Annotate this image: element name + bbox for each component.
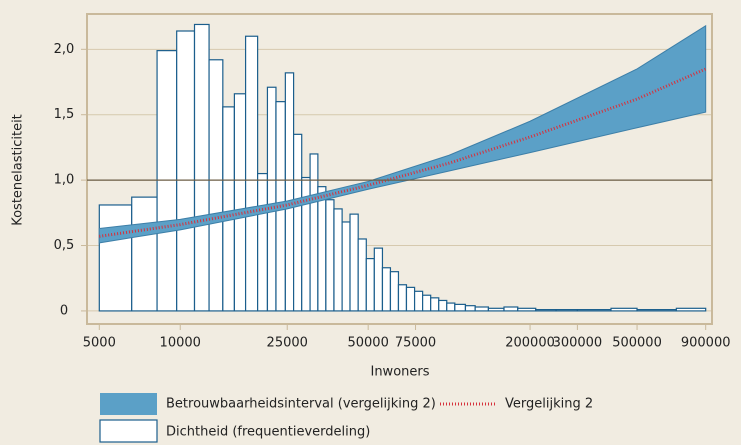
histogram-bar (156, 50, 178, 312)
histogram-bar (430, 297, 440, 312)
histogram-bar (464, 305, 476, 312)
histogram-bar (576, 309, 612, 312)
histogram-bar (636, 309, 677, 312)
legend-label: Betrouwbaarheidsinterval (vergelijking 2… (166, 397, 436, 412)
fit-line (99, 67, 707, 238)
histogram-bar (474, 306, 490, 312)
histogram-bar (222, 106, 235, 312)
histogram-bar (266, 86, 277, 312)
x-axis-title: Inwoners (370, 365, 429, 380)
histogram-bar (309, 153, 319, 312)
y-axis-title: Kostenelasticiteit (11, 114, 26, 226)
histogram-bar (405, 286, 416, 312)
histogram-bar (349, 213, 359, 312)
histogram-bar (176, 30, 196, 312)
y-tick-label: 0,5 (54, 238, 75, 253)
histogram-bar (517, 307, 537, 312)
histogram-bar (555, 309, 579, 312)
histogram-bar (487, 307, 505, 312)
histogram-bar (610, 307, 638, 312)
histogram-bar (257, 172, 269, 312)
x-tick-label: 900000 (681, 336, 731, 351)
histogram-bar (317, 186, 327, 312)
histogram-bar (397, 284, 408, 312)
histogram-bar (503, 306, 519, 312)
confidence-band (98, 24, 707, 244)
legend-label: Vergelijking 2 (505, 397, 593, 412)
y-tick-label: 1,0 (54, 173, 75, 188)
histogram-bar (365, 257, 375, 312)
x-tick-label: 5000 (83, 336, 116, 351)
x-tick-label: 300000 (553, 336, 603, 351)
histogram-bar (357, 238, 367, 312)
histogram-bar (446, 302, 456, 312)
histogram-bar (98, 204, 133, 312)
histogram-bar (454, 303, 467, 312)
histogram-bar (438, 299, 448, 312)
histogram-bar (535, 309, 557, 312)
x-tick-label: 50000 (347, 336, 388, 351)
histogram-bar (675, 307, 707, 312)
legend-swatch (100, 393, 157, 415)
histogram-bar (244, 35, 259, 312)
plot-frame (86, 13, 713, 325)
histogram-bar (341, 221, 351, 312)
histogram-bar (333, 208, 343, 312)
histogram-bar (413, 290, 424, 312)
legend-swatch (99, 419, 158, 443)
histogram-bar (293, 133, 303, 312)
histogram-bar (233, 93, 247, 312)
histogram-bar (381, 267, 392, 312)
y-tick-label: 0 (60, 303, 68, 318)
histogram-bar (389, 271, 400, 312)
histogram-bar (131, 196, 158, 312)
y-tick-label: 1,5 (54, 107, 75, 122)
histogram-bar (422, 294, 432, 312)
x-tick-label: 200000 (505, 336, 555, 351)
x-tick-label: 75000 (395, 336, 436, 351)
histogram-bar (193, 23, 210, 312)
y-tick-label: 2,0 (54, 42, 75, 57)
legend-label: Dichtheid (frequentieverdeling) (166, 425, 370, 440)
histogram-bar (284, 72, 295, 312)
x-tick-label: 25000 (267, 336, 308, 351)
histogram-bar (208, 59, 224, 312)
histogram-bar (325, 199, 335, 312)
x-tick-label: 500000 (612, 336, 662, 351)
histogram-bar (373, 247, 384, 312)
x-tick-label: 10000 (160, 336, 201, 351)
